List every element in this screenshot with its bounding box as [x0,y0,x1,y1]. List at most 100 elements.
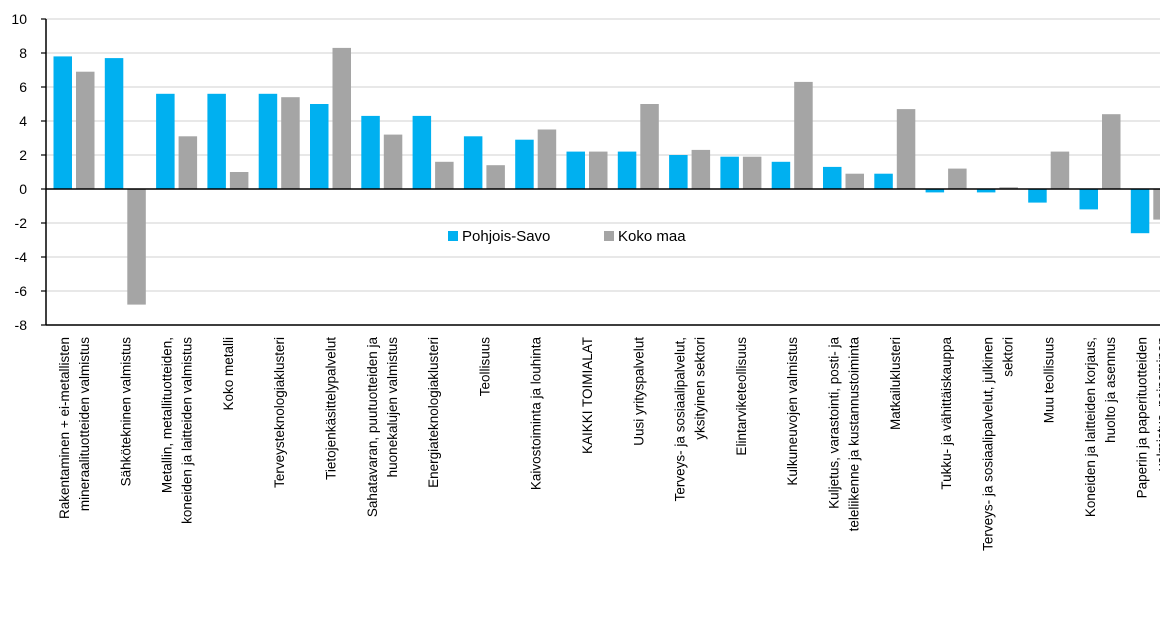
category-label: Terveysteknologiaklusteri [272,337,287,488]
category-label-line: Energiateknologiaklusteri [426,337,441,488]
category-label-line: Rakentaminen + ei-metallisten [57,337,72,519]
category-label: Rakentaminen + ei-metallisten mineraalitu… [57,337,92,519]
bar-koko-maa [896,109,916,189]
bar-koko-maa [1102,114,1121,189]
bar-pohjois-savo [720,156,739,189]
bar-koko-maa [332,47,351,190]
category-label: Metallin, metallituotteiden, koneiden ja … [160,337,195,524]
category-label: Kaivostoiminta ja louhinta [529,337,544,491]
bar-pohjois-savo [617,151,637,189]
bar-koko-maa [589,151,608,189]
bar-koko-maa [742,156,762,189]
category-label-line: Uusi yrityspalvelut [631,337,646,446]
category-label-line: Sähkötekninen valmistus [118,337,133,487]
bar-pohjois-savo [412,115,432,189]
bar-koko-maa [76,71,95,189]
category-label: Kuljetus, varastointi, posti- ja teleliik… [827,337,862,532]
category-label: Koneiden ja laitteiden korjaus, huolto ja… [1083,337,1118,517]
bar-pohjois-savo [515,139,534,189]
bar-koko-maa [948,168,967,189]
category-label-line: Tietojenkäsittelypalvelut [324,337,339,480]
bar-pohjois-savo [669,155,688,189]
axes [41,18,1160,326]
bar-koko-maa [127,189,146,305]
category-label-line: huolto ja asennus [1103,337,1118,443]
category-label: Uusi yrityspalvelut [631,337,646,446]
bar-pohjois-savo [463,136,483,189]
bar-pohjois-savo [258,93,278,189]
category-label-line: Koko metalli [221,337,236,411]
category-label-line: sektori [1000,337,1015,377]
category-label-line: teleliikenne ja kustannustoiminta [847,337,862,532]
category-label-line: Metallin, metallituotteiden, [160,337,175,493]
bar-pohjois-savo [1028,189,1047,203]
category-label: Koko metalli [221,337,236,411]
y-tick-labels: 10 8 6 4 2 0 -2 -4 -6 -8 [11,11,27,333]
bar-pohjois-savo [53,56,72,190]
category-label: Sähkötekninen valmistus [118,337,133,487]
y-tick-label: 4 [19,113,27,129]
category-label: Sahatavaran, puutuotteiden ja huonekaluje… [365,337,400,518]
legend-label-koko-maa: Koko maa [618,228,686,245]
bar-koko-maa [691,149,711,189]
y-tick-label: -8 [15,317,28,333]
bar-pohjois-savo [1130,189,1150,234]
bar-koko-maa [999,187,1018,189]
category-label-line: Kaivostoiminta ja louhinta [529,337,544,491]
category-label: Terveys- ja sosiaalipalvelut, julkinen se… [980,337,1015,551]
y-tick-label: 0 [19,181,27,197]
bar-pohjois-savo [566,151,585,189]
bar-koko-maa [229,172,249,189]
y-tick-label: 6 [19,79,27,95]
category-label-line: mineraalituotteiden valmistus [77,337,92,511]
bar-koko-maa [1153,189,1160,220]
category-label-line: Koneiden ja laitteiden korjaus, [1083,337,1098,517]
bar-koko-maa [178,136,198,189]
category-label: Tietojenkäsittelypalvelut [324,337,339,480]
bar-pohjois-savo [104,58,124,189]
category-label-line: Tukku- ja vähittäiskauppa [939,337,954,490]
category-label-line: valmistus, painaminen [1154,337,1160,471]
bar-pohjois-savo [1079,189,1098,210]
category-label-line: Elintarviketeollisuus [734,337,749,456]
bar-pohjois-savo [310,104,329,189]
category-label-line: Kuljetus, varastointi, posti- ja [827,337,842,509]
bar-koko-maa [794,81,813,189]
y-tick-label: 10 [11,11,27,27]
legend-swatch-koko-maa [604,231,614,241]
x-category-labels: Rakentaminen + ei-metallisten mineraalitu… [57,337,1160,551]
y-tick-label: -6 [15,283,28,299]
y-tick-label: 2 [19,147,27,163]
category-label-line: Terveys- ja sosiaalipalvelut, [673,337,688,501]
category-label-line: KAIKKI TOIMIALAT [580,337,595,454]
bar-koko-maa [640,104,659,189]
category-label-line: koneiden ja laitteiden valmistus [180,337,195,524]
category-label-line: Terveys- ja sosiaalipalvelut, julkinen [980,337,995,551]
category-label: KAIKKI TOIMIALAT [580,337,595,454]
bar-pohjois-savo [771,161,791,189]
y-tick-label: 8 [19,45,27,61]
category-label: Terveys- ja sosiaalipalvelut, yksityinen … [673,337,708,501]
category-label-line: yksityinen sektori [693,337,708,440]
bar-pohjois-savo [976,189,996,193]
y-tick-label: -2 [15,215,28,231]
legend-label-pohjois-savo: Pohjois-Savo [462,228,550,245]
y-tick-label: -4 [15,249,28,265]
bar-pohjois-savo [823,166,842,189]
bar-pohjois-savo [156,93,175,189]
bar-koko-maa [537,129,557,189]
category-label: Teollisuus [477,337,492,397]
bar-koko-maa [486,165,505,189]
category-label-line: Terveysteknologiaklusteri [272,337,287,488]
bar-pohjois-savo [207,93,226,189]
category-label-line: Muu teollisuus [1042,337,1057,424]
category-label-line: Paperin ja paperituotteiden [1134,337,1149,498]
legend-swatch-pohjois-savo [448,231,458,241]
bar-pohjois-savo [925,189,945,193]
bar-koko-maa [1050,151,1070,189]
bar-koko-maa [845,173,864,189]
bar-pohjois-savo [874,173,893,189]
category-label-line: Teollisuus [477,337,492,397]
category-label-line: Sahatavaran, puutuotteiden ja [365,337,380,518]
category-label: Muu teollisuus [1042,337,1057,424]
